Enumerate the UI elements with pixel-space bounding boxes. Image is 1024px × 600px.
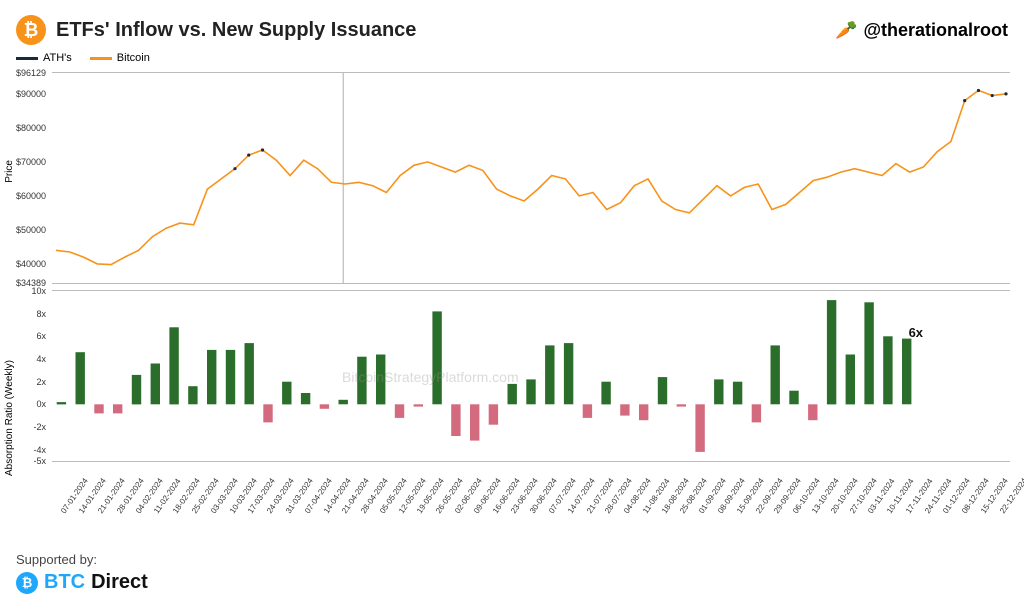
price-line-chart [52,73,1010,283]
ratio-y-ticks: 10x8x6x4x2x0x-2x-4x-5x [0,291,50,461]
price-y-tick: $80000 [16,123,46,133]
legend-swatch-btc [90,57,112,60]
carrot-icon: 🥕 [835,20,857,41]
ratio-y-tick: -4x [33,445,46,455]
price-y-tick: $90000 [16,89,46,99]
legend-item-ath: ATH's [16,52,72,64]
legend: ATH's Bitcoin [16,52,150,64]
bitcoin-icon: ₿ [16,15,46,45]
ratio-y-tick: 8x [36,309,46,319]
ratio-panel: 10x8x6x4x2x0x-2x-4x-5x BitcoinStrategyPl… [52,290,1010,462]
legend-label-btc: Bitcoin [117,52,150,64]
price-y-tick: $40000 [16,259,46,269]
sponsor: ₿ BTC Direct [16,571,148,594]
legend-swatch-ath [16,57,38,60]
header: ₿ ETFs' Inflow vs. New Supply Issuance 🥕… [16,10,1008,50]
price-y-tick: $60000 [16,191,46,201]
ratio-y-tick: 6x [36,331,46,341]
price-y-ticks: $96129$90000$80000$70000$60000$50000$400… [0,73,50,283]
legend-item-btc: Bitcoin [90,52,150,64]
ratio-y-tick: -2x [33,422,46,432]
price-panel: $96129$90000$80000$70000$60000$50000$400… [52,72,1010,284]
legend-label-ath: ATH's [43,52,72,64]
header-left: ₿ ETFs' Inflow vs. New Supply Issuance [16,15,416,45]
price-y-tick: $50000 [16,225,46,235]
supported-by-label: Supported by: [16,552,148,567]
ratio-y-tick: -5x [33,456,46,466]
ratio-y-tick: 10x [31,286,46,296]
ratio-bar-chart [52,291,1010,461]
price-y-tick: $70000 [16,157,46,167]
chart-title: ETFs' Inflow vs. New Supply Issuance [56,19,416,42]
ratio-y-tick: 0x [36,399,46,409]
ratio-y-tick: 4x [36,354,46,364]
chart-root: ₿ ETFs' Inflow vs. New Supply Issuance 🥕… [0,0,1024,600]
handle: @therationalroot [863,20,1008,41]
sponsor-btc: BTC [44,571,85,594]
annotation-6x: 6x [909,325,923,340]
footer: Supported by: ₿ BTC Direct [16,552,148,594]
sponsor-dir: Direct [91,571,148,594]
price-y-tick: $96129 [16,68,46,78]
ratio-y-tick: 2x [36,377,46,387]
header-right: 🥕 @therationalroot [835,20,1008,41]
sponsor-icon: ₿ [16,572,38,594]
x-axis-ticks: 07-01-202414-01-202421-01-202428-01-2024… [52,462,1010,532]
